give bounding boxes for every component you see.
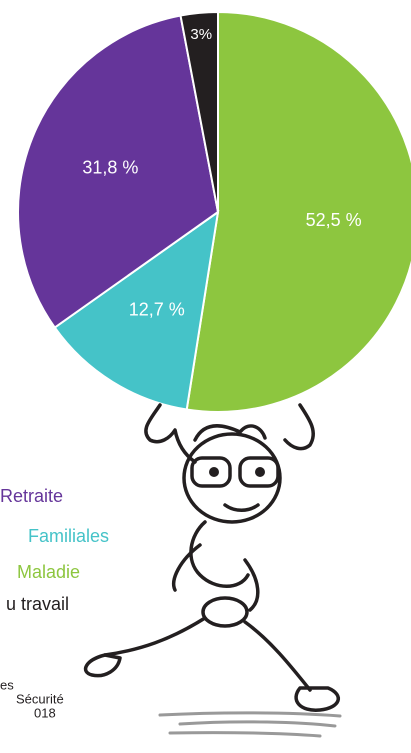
slice-label: 12,7 % xyxy=(129,299,185,319)
legend: Retraite Familiales Maladie u travail xyxy=(0,486,109,614)
slice-label: 3% xyxy=(190,26,212,43)
pie-slice xyxy=(17,14,220,329)
source-line: 018 xyxy=(34,705,56,720)
pie-slice xyxy=(185,10,411,413)
slice-label: 31,8 % xyxy=(82,157,138,177)
stick-figure xyxy=(83,403,342,738)
source-line: Sécurité xyxy=(16,691,64,706)
pie-slice xyxy=(179,10,219,213)
legend-item: Retraite xyxy=(0,486,63,506)
source-line: es xyxy=(0,677,14,692)
legend-item: u travail xyxy=(6,594,69,614)
legend-item: Maladie xyxy=(17,562,80,582)
slice-label: 52,5 % xyxy=(306,210,362,230)
legend-item: Familiales xyxy=(28,526,109,546)
pie-slice xyxy=(53,209,220,411)
